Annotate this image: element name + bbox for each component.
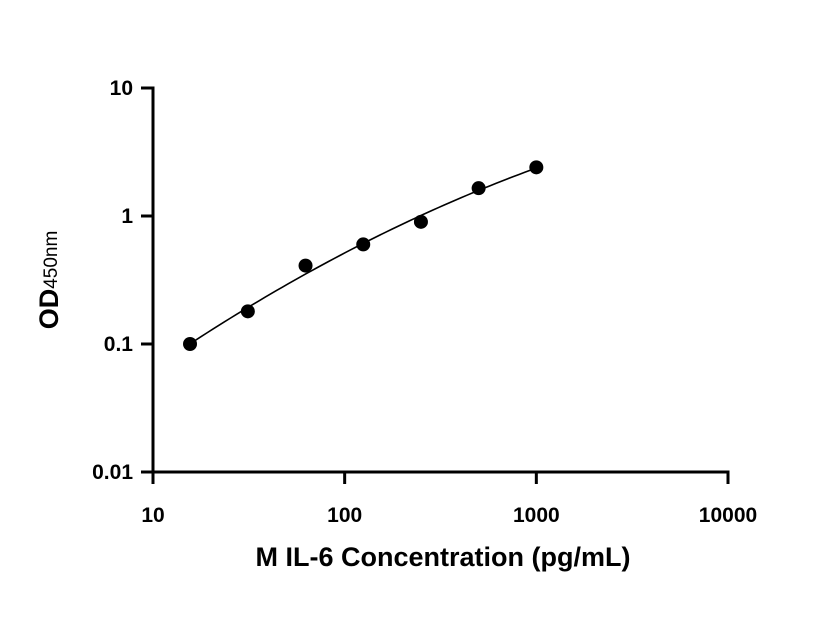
- fit-curve: [189, 167, 537, 345]
- y-tick-label: 10: [110, 77, 133, 100]
- axes: [151, 86, 730, 474]
- x-tick-label: 100: [327, 504, 362, 527]
- y-tick-label: 0.01: [92, 461, 133, 484]
- x-axis-ticks: 10 100 1000 10000: [141, 472, 757, 527]
- data-point: [529, 160, 544, 175]
- y-axis-title: OD450nm: [34, 231, 64, 330]
- y-axis-title-main: OD: [34, 289, 64, 330]
- y-axis-title-subscript: 450nm: [41, 231, 62, 289]
- x-tick-label: 10: [141, 504, 164, 527]
- data-point: [471, 181, 486, 196]
- y-axis-ticks: 0.01 0.1 1 10: [92, 77, 153, 484]
- y-tick-label: 1: [121, 205, 133, 228]
- x-axis-title: M IL-6 Concentration (pg/mL): [256, 542, 631, 572]
- fit-curve-layer: [189, 167, 537, 345]
- data-point: [240, 304, 255, 319]
- y-tick-label: 0.1: [104, 333, 134, 356]
- x-tick-label: 10000: [699, 504, 757, 527]
- x-tick-label: 1000: [513, 504, 560, 527]
- data-point: [183, 337, 198, 351]
- data-points: [183, 160, 544, 351]
- data-point: [298, 258, 313, 273]
- data-point: [356, 237, 371, 252]
- data-point: [413, 214, 428, 229]
